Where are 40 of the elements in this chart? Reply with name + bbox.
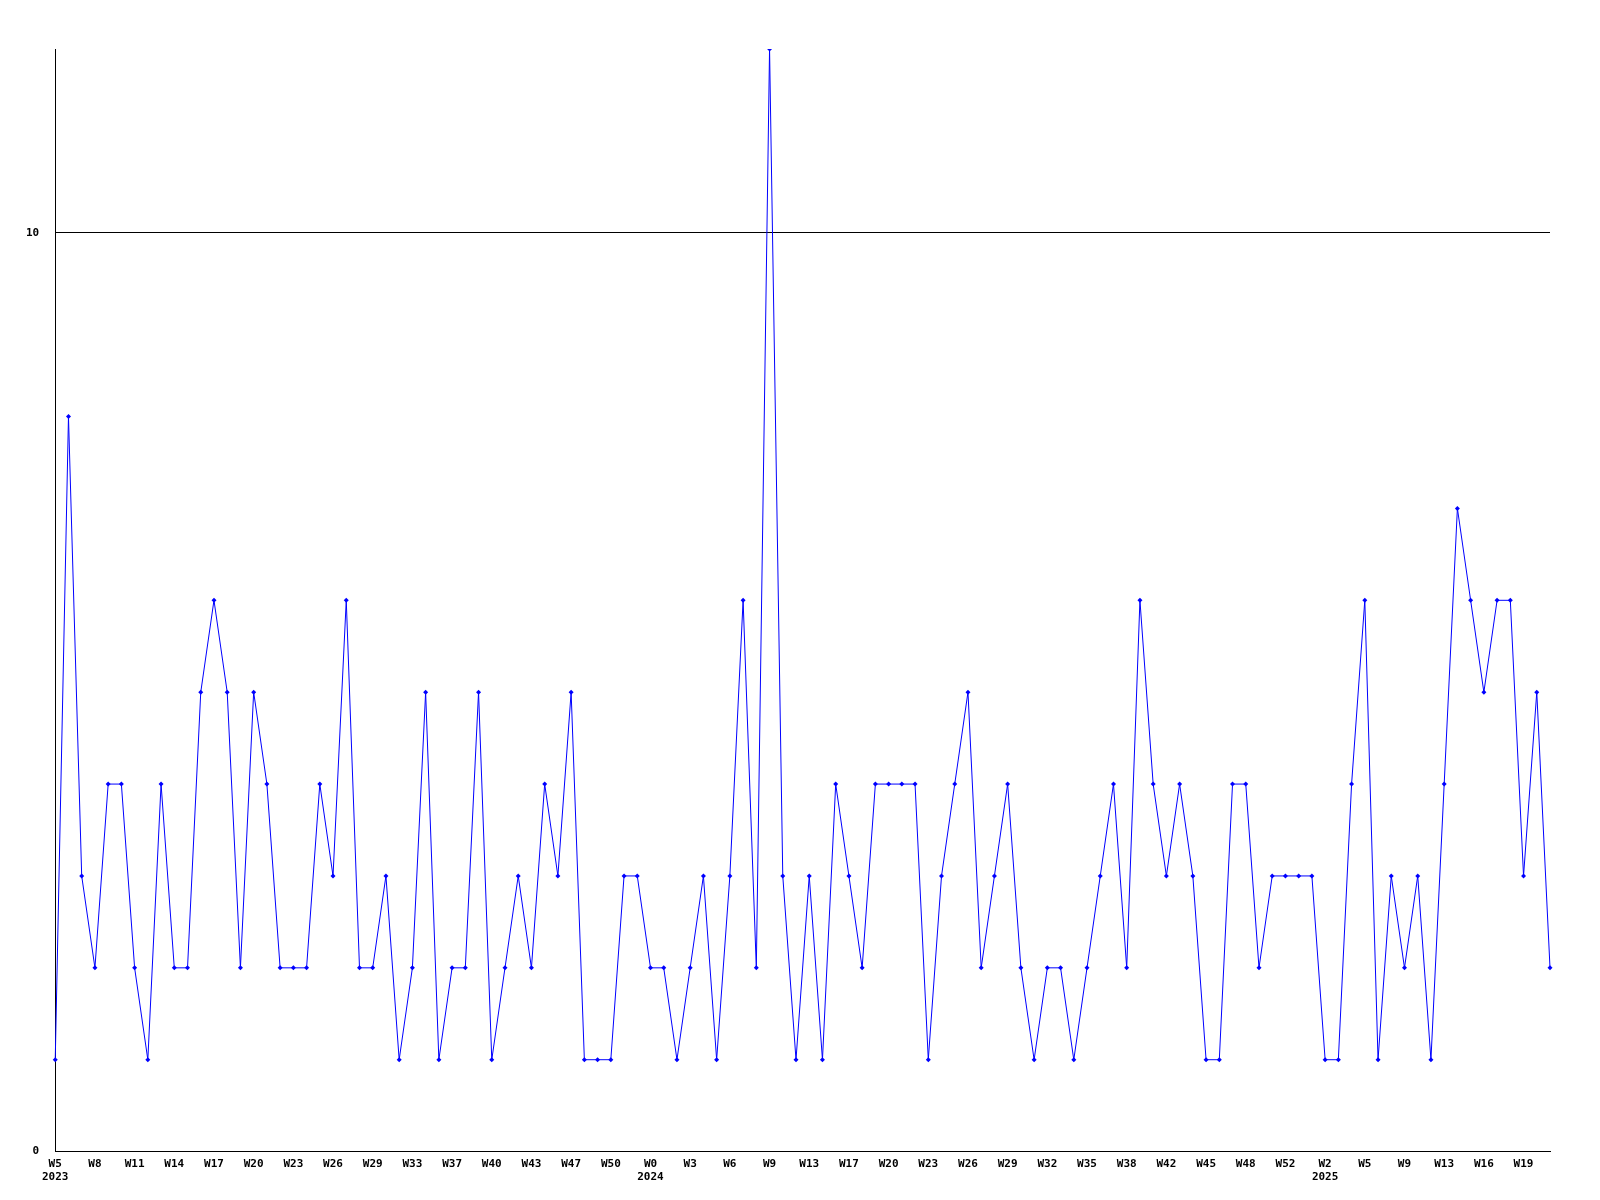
x-tick-label: W26 [958,1157,979,1171]
x-tick-label: W45 [1196,1157,1217,1171]
x-tick-label: W50 [600,1157,621,1171]
x-tick-label: W35 [1077,1157,1097,1171]
x-tick-label: W9 [762,1157,777,1171]
x-tick-label: W23 [283,1157,304,1171]
y-tick-label: 0 [32,1144,40,1158]
x-tick-label: W37 [442,1157,463,1171]
x-tick-label: W0 2024 [637,1157,665,1184]
y-tick-label: 10 [26,225,40,239]
x-tick-label: W26 [323,1157,344,1171]
x-tick-label: W3 [683,1157,697,1171]
x-tick-label: W8 [88,1157,102,1171]
x-tick-label: W23 [918,1157,939,1171]
x-tick-label: W40 [481,1157,502,1171]
x-tick-label: W29 [362,1157,383,1171]
x-tick-label: W16 [1473,1157,1495,1171]
x-tick-label: W9 [1397,1157,1412,1171]
x-tick-label: W42 [1156,1157,1177,1171]
x-tick-label: W11 [124,1157,145,1171]
x-tick-label: W29 [997,1157,1018,1171]
x-tick-label: W32 [1037,1157,1058,1171]
x-tick-label: W6 [723,1157,737,1171]
x-tick-label: W33 [402,1157,423,1171]
x-tick-label: W20 [878,1157,899,1171]
x-tick-label: W14 [164,1157,185,1171]
x-tick-label: W13 [799,1157,820,1171]
x-tick-label: W19 [1513,1157,1534,1171]
x-tick-label: W5 2023 [42,1157,69,1184]
x-tick-label: W17 [204,1157,224,1171]
x-tick-label: W43 [521,1157,542,1171]
x-tick-label: W20 [243,1157,264,1171]
x-tick-label: W47 [561,1157,582,1171]
x-tick-label: W2 2025 [1311,1157,1339,1184]
x-tick-label: W48 [1235,1157,1256,1171]
x-tick-label: W17 [838,1157,859,1171]
x-tick-label: W52 [1275,1157,1296,1171]
x-tick-label: W13 [1434,1157,1455,1171]
x-tick-label: W38 [1116,1157,1137,1171]
x-tick-label: W5 [1358,1157,1372,1171]
